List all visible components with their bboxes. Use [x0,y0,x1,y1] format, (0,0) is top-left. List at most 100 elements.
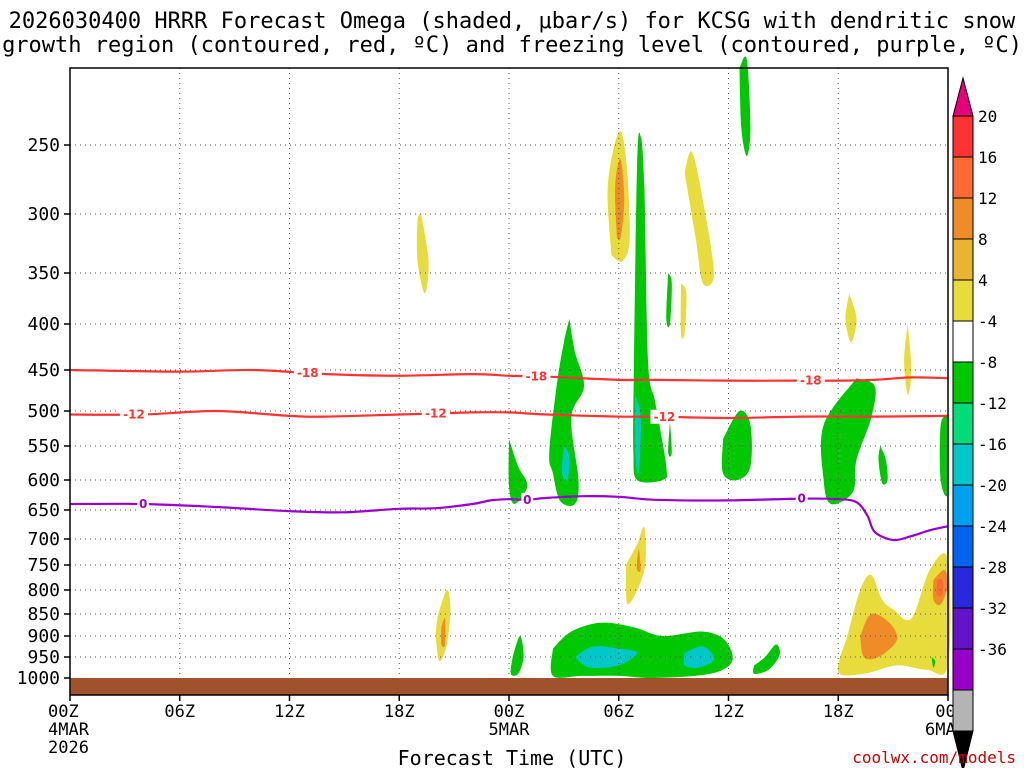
omega-region-4-16 [845,293,857,343]
chart-title-line-1: 2026030400 HRRR Forecast Omega (shaded, … [8,9,1016,34]
omega-region--4-27 [510,636,524,676]
dgz-contour-0-label-1: -18 [526,369,548,383]
x-tick-label-12: 12Z [274,702,305,722]
y-tick-label-850: 850 [27,604,60,625]
colorbar-label-10: -24 [978,517,1007,536]
dgz-contour-0-line [69,368,949,382]
x-tick-label-0: 00Z [48,702,79,722]
colorbar-arrow-top [952,76,974,117]
dgz-contour-0-label-2: -18 [800,374,822,388]
omega-region--4-14 [878,446,888,485]
y-tick-label-250: 250 [27,135,60,156]
colorbar-swatch-1 [952,115,974,158]
omega-region--8-10 [561,446,570,481]
grid-lines [70,68,948,678]
colorbar-arrow-bottom [952,730,974,768]
temperature-contours: -18 -18 -18 -12 -12 -12 0 0 0 [69,366,949,542]
x-tick-label-42: 18Z [823,702,854,722]
colorbar-label-6: -8 [978,353,997,372]
colorbar-swatch-4 [952,238,974,281]
x-tick-date-24: 5MAR [489,720,531,740]
omega-region--4-5 [633,132,667,483]
omega-shading-layer [416,56,951,679]
dgz-contour-0-label-bg-2 [796,373,825,388]
omega-region--4-12 [721,410,752,481]
y-tick-label-550: 550 [27,436,60,457]
x-tick-label-18: 18Z [384,702,415,722]
omega-region--4-32 [931,657,936,668]
dgz-contour-1-line [69,409,949,420]
colorbar-swatch-3 [952,197,974,240]
colorbar-swatch-13 [952,607,974,650]
omega-region-4-23 [837,553,951,676]
colorbar-swatch-9 [952,443,974,486]
colorbar-swatch-6 [952,320,974,363]
colorbar-label-11: -28 [978,558,1007,577]
freezing-level-contour-label-1: 0 [523,493,531,507]
x-tick-label-6: 06Z [164,702,195,722]
omega-region--4-31 [753,644,781,674]
chart-title-line-2: growth region (contoured, red, ºC) and f… [2,33,1022,58]
freezing-level-contour-label-2: 0 [797,492,805,506]
ground-surface-band [70,678,948,695]
omega-region--4-9 [549,318,585,506]
colorbar-label-1: 16 [978,148,997,167]
colorbar-label-8: -16 [978,435,1007,454]
y-tick-label-700: 700 [27,529,60,550]
freezing-level-contour-label-bg-1 [521,492,534,507]
omega-region--4-11 [508,439,528,504]
x-tick-year-0: 2026 [48,738,89,758]
dgz-contour-1-label-bg-1 [421,406,450,421]
dgz-contour-0-label-bg-1 [522,369,551,384]
freezing-level-contour-label-bg-0 [137,497,150,511]
omega-region-8-20 [636,549,641,572]
y-tick-label-500: 500 [27,401,60,422]
dgz-contour-1-label-1: -12 [425,406,447,420]
colorbar-swatch-2 [952,156,974,199]
omega-colorbar: 20 16 12 8 4 -4 -8 -12 -16 -20 -24 -28 -32 -36 [952,76,1007,768]
y-tick-label-1000: 1000 [17,668,60,689]
omega-region--4-8 [668,421,672,457]
dgz-contour-1-label-bg-2 [650,409,679,424]
y-tick-label-400: 400 [27,314,60,335]
colorbar-label-2: 12 [978,189,997,208]
colorbar-label-13: -36 [978,640,1007,659]
y-tick-label-350: 350 [27,263,60,284]
colorbar-label-9: -20 [978,476,1007,495]
colorbar-swatch-10 [952,484,974,527]
freezing-level-contour-label-bg-2 [795,491,808,506]
freezing-level-contour-line [69,495,949,542]
colorbar-swatch-8 [952,402,974,445]
omega-region-8-24 [860,613,898,660]
y-tick-label-650: 650 [27,500,60,521]
colorbar-label-4: 4 [978,271,988,290]
omega-region--4-13 [820,378,876,505]
omega-region--4-7 [666,273,672,328]
credit-text: coolwx.com/models [852,748,1016,767]
omega-region-8-2 [614,158,625,241]
y-tick-label-450: 450 [27,360,60,381]
y-tick-label-750: 750 [27,555,60,576]
x-axis-label: Forecast Time (UTC) [397,746,627,770]
x-tick-label-36: 12Z [713,702,744,722]
x-tick-label-24: 00Z [494,702,525,722]
omega-region-4-17 [904,324,912,395]
omega-region--4-4 [739,56,751,157]
colorbar-label-0: 20 [978,107,997,126]
colorbar-swatch-5 [952,279,974,322]
colorbar-swatch-14 [952,648,974,691]
colorbar-label-5: -4 [978,312,997,331]
y-tick-label-800: 800 [27,580,60,601]
y-tick-label-900: 900 [27,626,60,647]
colorbar-swatch-7 [952,361,974,404]
omega-region--4-15 [939,414,949,497]
colorbar-swatch-11 [952,525,974,568]
y-tick-label-600: 600 [27,470,60,491]
dgz-contour-0-label-bg-0 [293,366,322,381]
y-tick-label-950: 950 [27,647,60,668]
dgz-contour-1-label-bg-0 [120,407,149,422]
omega-region-4-19 [625,526,646,605]
omega-region-4-0 [416,214,429,294]
colorbar-label-12: -32 [978,599,1007,618]
